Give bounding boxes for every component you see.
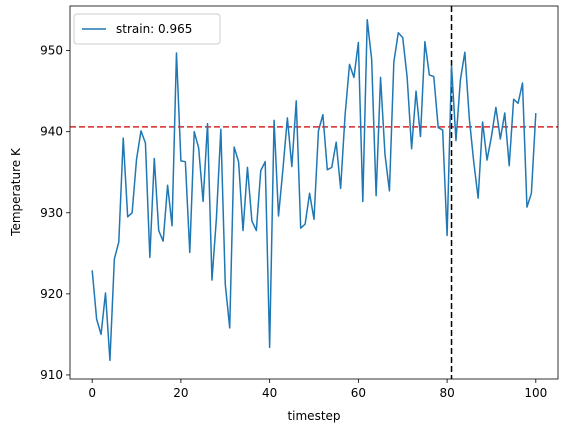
x-tick-label: 0 [88,386,96,400]
y-tick-label: 930 [40,206,63,220]
series-group [91,19,537,362]
legend: strain: 0.965 [73,13,221,45]
x-axis: 0 20 40 60 80 100 [88,379,547,400]
y-tick-label: 950 [40,44,63,58]
x-tick-label: 40 [262,386,277,400]
legend-box [73,13,221,45]
y-tick-label: 940 [40,125,63,139]
y-axis: 910 920 930 940 950 [40,44,70,382]
x-tick-label: 60 [351,386,366,400]
x-tick-label: 20 [173,386,188,400]
y-axis-label: Temperature K [9,147,23,237]
y-tick-label: 910 [40,368,63,382]
series-line-strain [91,19,537,362]
y-tick-label: 920 [40,287,63,301]
x-tick-label: 100 [524,386,547,400]
x-tick-label: 80 [439,386,454,400]
plot-background [70,6,558,379]
plot-frame [69,5,559,380]
reference-lines [70,6,558,379]
legend-label-strain: strain: 0.965 [116,22,192,36]
x-axis-label: timestep [287,409,340,423]
